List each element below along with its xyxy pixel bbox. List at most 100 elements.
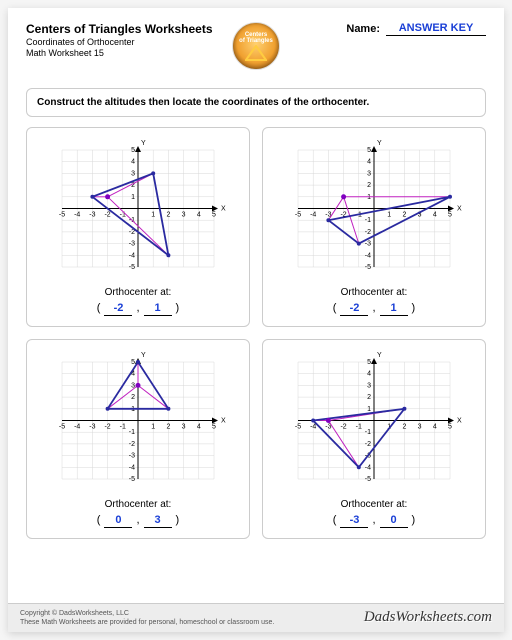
orthocenter-label: Orthocenter at:	[341, 287, 408, 298]
svg-text:2: 2	[402, 424, 406, 431]
svg-text:1: 1	[367, 194, 371, 201]
svg-text:-5: -5	[59, 424, 65, 431]
svg-text:-4: -4	[365, 252, 371, 259]
svg-text:4: 4	[433, 424, 437, 431]
answer-y: 1	[144, 302, 172, 316]
svg-text:Y: Y	[141, 352, 146, 359]
answer-row: ( -3 , 0 )	[333, 514, 415, 528]
brand: DadsWorksheets.com	[364, 609, 492, 626]
svg-text:-4: -4	[129, 464, 135, 471]
header-right: Name: ANSWER KEY	[346, 22, 486, 36]
svg-text:-1: -1	[365, 217, 371, 224]
svg-text:3: 3	[131, 170, 135, 177]
svg-text:1: 1	[151, 424, 155, 431]
answer-row: ( 0 , 3 )	[97, 514, 179, 528]
svg-text:2: 2	[402, 212, 406, 219]
svg-text:4: 4	[433, 212, 437, 219]
svg-text:-1: -1	[129, 429, 135, 436]
svg-text:-3: -3	[129, 453, 135, 460]
worksheet-number: Math Worksheet 15	[26, 48, 346, 58]
svg-text:X: X	[221, 418, 226, 425]
svg-text:2: 2	[166, 212, 170, 219]
svg-text:-4: -4	[310, 212, 316, 219]
svg-text:-5: -5	[365, 476, 371, 483]
coordinate-graph: -5-4-3-2-112345-5-4-3-2-112345XY	[284, 348, 464, 493]
copyright: Copyright © DadsWorksheets, LLC These Ma…	[20, 609, 274, 627]
svg-text:-4: -4	[74, 212, 80, 219]
copyright-line2: These Math Worksheets are provided for p…	[20, 618, 274, 627]
svg-text:X: X	[457, 206, 462, 213]
svg-text:-5: -5	[295, 424, 301, 431]
answer-x: -2	[340, 302, 368, 316]
svg-text:5: 5	[131, 359, 135, 366]
svg-text:X: X	[457, 418, 462, 425]
problem-4: -5-4-3-2-112345-5-4-3-2-112345XYOrthocen…	[262, 339, 486, 539]
answer-y: 0	[380, 514, 408, 528]
svg-text:4: 4	[197, 212, 201, 219]
orthocenter-label: Orthocenter at:	[105, 499, 172, 510]
svg-text:5: 5	[448, 212, 452, 219]
problem-2: -5-4-3-2-112345-5-4-3-2-112345XYOrthocen…	[262, 127, 486, 327]
svg-text:4: 4	[367, 159, 371, 166]
instruction: Construct the altitudes then locate the …	[26, 88, 486, 117]
svg-text:X: X	[221, 206, 226, 213]
coordinate-graph: -5-4-3-2-112345-5-4-3-2-112345XY	[48, 348, 228, 493]
svg-text:4: 4	[131, 159, 135, 166]
answer-x: -2	[104, 302, 132, 316]
svg-text:-3: -3	[89, 424, 95, 431]
svg-text:-4: -4	[310, 424, 316, 431]
logo-text-2: of Triangles	[239, 38, 273, 44]
answer-x: 0	[104, 514, 132, 528]
svg-text:5: 5	[367, 359, 371, 366]
svg-text:-3: -3	[365, 241, 371, 248]
problem-3: -5-4-3-2-112345-5-4-3-2-112345XYOrthocen…	[26, 339, 250, 539]
svg-text:5: 5	[212, 212, 216, 219]
worksheet-title: Centers of Triangles Worksheets	[26, 22, 346, 36]
svg-text:-1: -1	[120, 424, 126, 431]
copyright-line1: Copyright © DadsWorksheets, LLC	[20, 609, 274, 618]
svg-text:4: 4	[197, 424, 201, 431]
name-value: ANSWER KEY	[386, 22, 486, 36]
svg-text:2: 2	[166, 424, 170, 431]
svg-text:1: 1	[367, 406, 371, 413]
svg-text:1: 1	[151, 212, 155, 219]
svg-text:-3: -3	[89, 212, 95, 219]
answer-x: -3	[340, 514, 368, 528]
svg-text:3: 3	[418, 424, 422, 431]
svg-text:-2: -2	[365, 441, 371, 448]
svg-text:-3: -3	[129, 241, 135, 248]
svg-text:-2: -2	[104, 424, 110, 431]
problem-1: -5-4-3-2-112345-5-4-3-2-112345XYOrthocen…	[26, 127, 250, 327]
svg-text:Y: Y	[141, 140, 146, 147]
svg-text:-5: -5	[129, 264, 135, 271]
coordinate-graph: -5-4-3-2-112345-5-4-3-2-112345XY	[48, 136, 228, 281]
svg-text:5: 5	[212, 424, 216, 431]
footer: Copyright © DadsWorksheets, LLC These Ma…	[8, 603, 504, 632]
logo-badge: Centers of Triangles	[232, 22, 280, 70]
orthocenter-label: Orthocenter at:	[341, 499, 408, 510]
svg-text:3: 3	[182, 212, 186, 219]
svg-text:5: 5	[367, 147, 371, 154]
svg-text:1: 1	[387, 212, 391, 219]
svg-text:-2: -2	[340, 424, 346, 431]
svg-text:-2: -2	[104, 212, 110, 219]
header-left: Centers of Triangles Worksheets Coordina…	[26, 22, 346, 58]
svg-text:2: 2	[131, 394, 135, 401]
answer-row: ( -2 , 1 )	[97, 302, 179, 316]
svg-text:-5: -5	[295, 212, 301, 219]
svg-text:-1: -1	[365, 429, 371, 436]
svg-text:Y: Y	[377, 352, 382, 359]
svg-text:-4: -4	[74, 424, 80, 431]
worksheet-page: Centers of Triangles Worksheets Coordina…	[8, 8, 504, 632]
svg-text:2: 2	[367, 182, 371, 189]
svg-text:-5: -5	[129, 476, 135, 483]
svg-text:-5: -5	[59, 212, 65, 219]
svg-text:-2: -2	[129, 441, 135, 448]
svg-text:3: 3	[182, 424, 186, 431]
problems-grid: -5-4-3-2-112345-5-4-3-2-112345XYOrthocen…	[26, 127, 486, 539]
svg-text:-4: -4	[129, 252, 135, 259]
svg-text:5: 5	[448, 424, 452, 431]
coordinate-graph: -5-4-3-2-112345-5-4-3-2-112345XY	[284, 136, 464, 281]
svg-text:2: 2	[367, 394, 371, 401]
svg-text:-4: -4	[365, 464, 371, 471]
